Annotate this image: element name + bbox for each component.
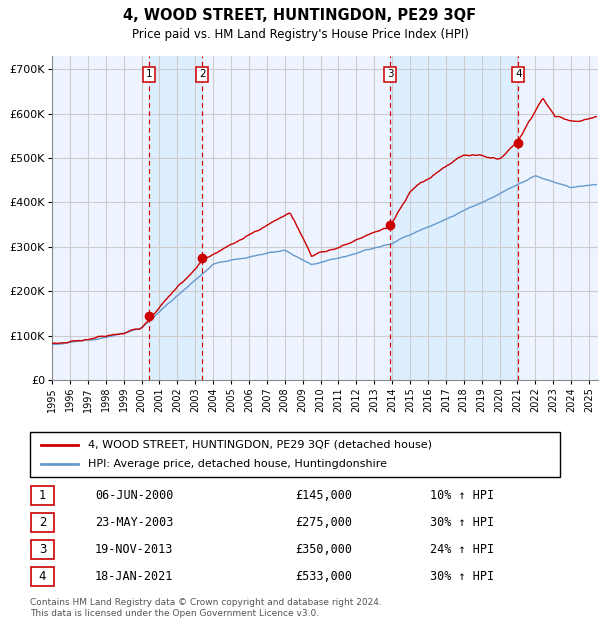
Text: 3: 3 — [39, 543, 46, 556]
Text: 06-JUN-2000: 06-JUN-2000 — [95, 489, 173, 502]
Text: £275,000: £275,000 — [295, 516, 352, 529]
Bar — [390, 56, 518, 380]
Text: 10% ↑ HPI: 10% ↑ HPI — [430, 489, 494, 502]
Text: 30% ↑ HPI: 30% ↑ HPI — [430, 516, 494, 529]
Text: 2: 2 — [39, 516, 46, 529]
Text: 4, WOOD STREET, HUNTINGDON, PE29 3QF: 4, WOOD STREET, HUNTINGDON, PE29 3QF — [124, 8, 476, 23]
Text: £145,000: £145,000 — [295, 489, 352, 502]
Text: 19-NOV-2013: 19-NOV-2013 — [95, 543, 173, 556]
Text: This data is licensed under the Open Government Licence v3.0.: This data is licensed under the Open Gov… — [30, 609, 319, 618]
Text: 4: 4 — [515, 69, 521, 79]
Text: 30% ↑ HPI: 30% ↑ HPI — [430, 570, 494, 583]
Text: £350,000: £350,000 — [295, 543, 352, 556]
Text: 4: 4 — [39, 570, 46, 583]
Text: 3: 3 — [386, 69, 393, 79]
Text: 23-MAY-2003: 23-MAY-2003 — [95, 516, 173, 529]
Text: HPI: Average price, detached house, Huntingdonshire: HPI: Average price, detached house, Hunt… — [88, 459, 388, 469]
Text: 1: 1 — [39, 489, 46, 502]
Text: 2: 2 — [199, 69, 206, 79]
Text: Price paid vs. HM Land Registry's House Price Index (HPI): Price paid vs. HM Land Registry's House … — [131, 28, 469, 41]
Text: Contains HM Land Registry data © Crown copyright and database right 2024.: Contains HM Land Registry data © Crown c… — [30, 598, 382, 607]
Text: 4, WOOD STREET, HUNTINGDON, PE29 3QF (detached house): 4, WOOD STREET, HUNTINGDON, PE29 3QF (de… — [88, 440, 432, 450]
Bar — [149, 56, 202, 380]
Text: 18-JAN-2021: 18-JAN-2021 — [95, 570, 173, 583]
Text: £533,000: £533,000 — [295, 570, 352, 583]
Text: 1: 1 — [146, 69, 152, 79]
Text: 24% ↑ HPI: 24% ↑ HPI — [430, 543, 494, 556]
